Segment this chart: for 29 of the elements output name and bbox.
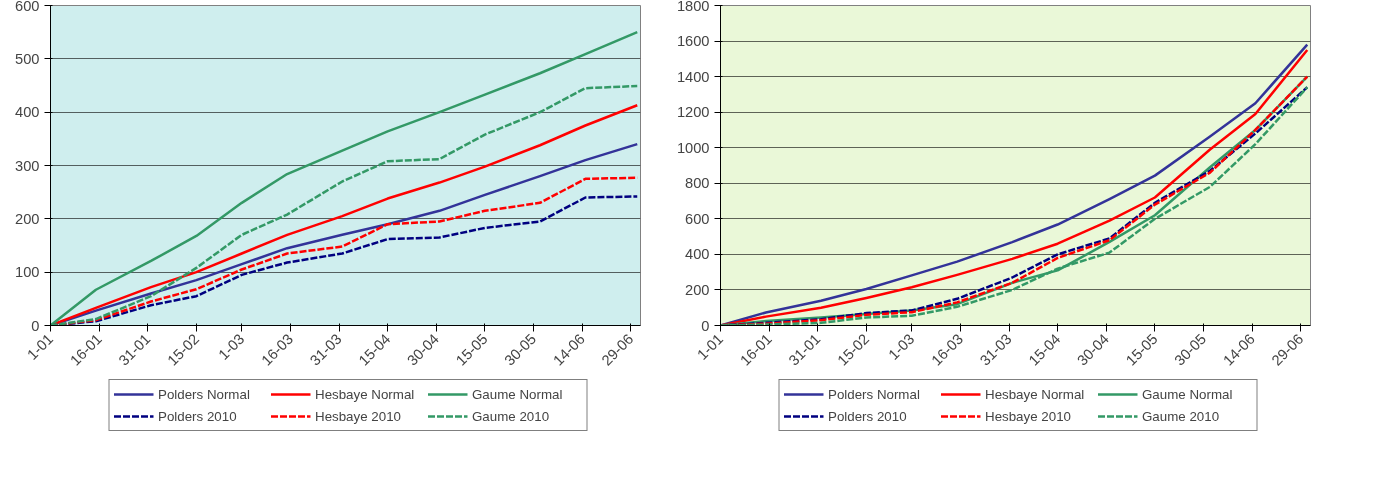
y-tick-label: 200 (685, 281, 710, 298)
y-tick-label: 300 (15, 157, 40, 174)
legend-label: Gaume 2010 (472, 408, 551, 424)
y-tick-label: 800 (685, 175, 710, 192)
y-tick-label: 600 (15, 0, 40, 14)
y-tick-label: 0 (701, 317, 710, 334)
y-tick-label: 200 (15, 210, 40, 227)
legend-label: Gaume Normal (472, 386, 564, 402)
legend-label: Polders 2010 (828, 408, 908, 424)
legend-label: Hesbaye 2010 (315, 408, 402, 424)
y-tick-label: 500 (15, 50, 40, 67)
y-tick-label: 600 (685, 210, 710, 227)
y-tick-label: 400 (685, 246, 710, 263)
y-tick-label: 100 (15, 264, 40, 281)
legend-label: Gaume 2010 (1142, 408, 1221, 424)
legend-label: Hesbaye Normal (985, 386, 1086, 402)
legend-label: Hesbaye Normal (315, 386, 416, 402)
legend-label: Polders Normal (828, 386, 921, 402)
y-tick-label: 1000 (676, 139, 710, 156)
y-tick-label: 1600 (676, 33, 710, 50)
y-tick-label: 400 (15, 104, 40, 121)
legend-label: Polders 2010 (158, 408, 238, 424)
legend-label: Gaume Normal (1142, 386, 1234, 402)
y-tick-label: 1200 (676, 104, 710, 121)
legend-label: Hesbaye 2010 (985, 408, 1072, 424)
y-tick-label: 1800 (676, 0, 710, 14)
legend-label: Polders Normal (158, 386, 251, 402)
y-tick-label: 1400 (676, 68, 710, 85)
y-tick-label: 0 (31, 317, 40, 334)
